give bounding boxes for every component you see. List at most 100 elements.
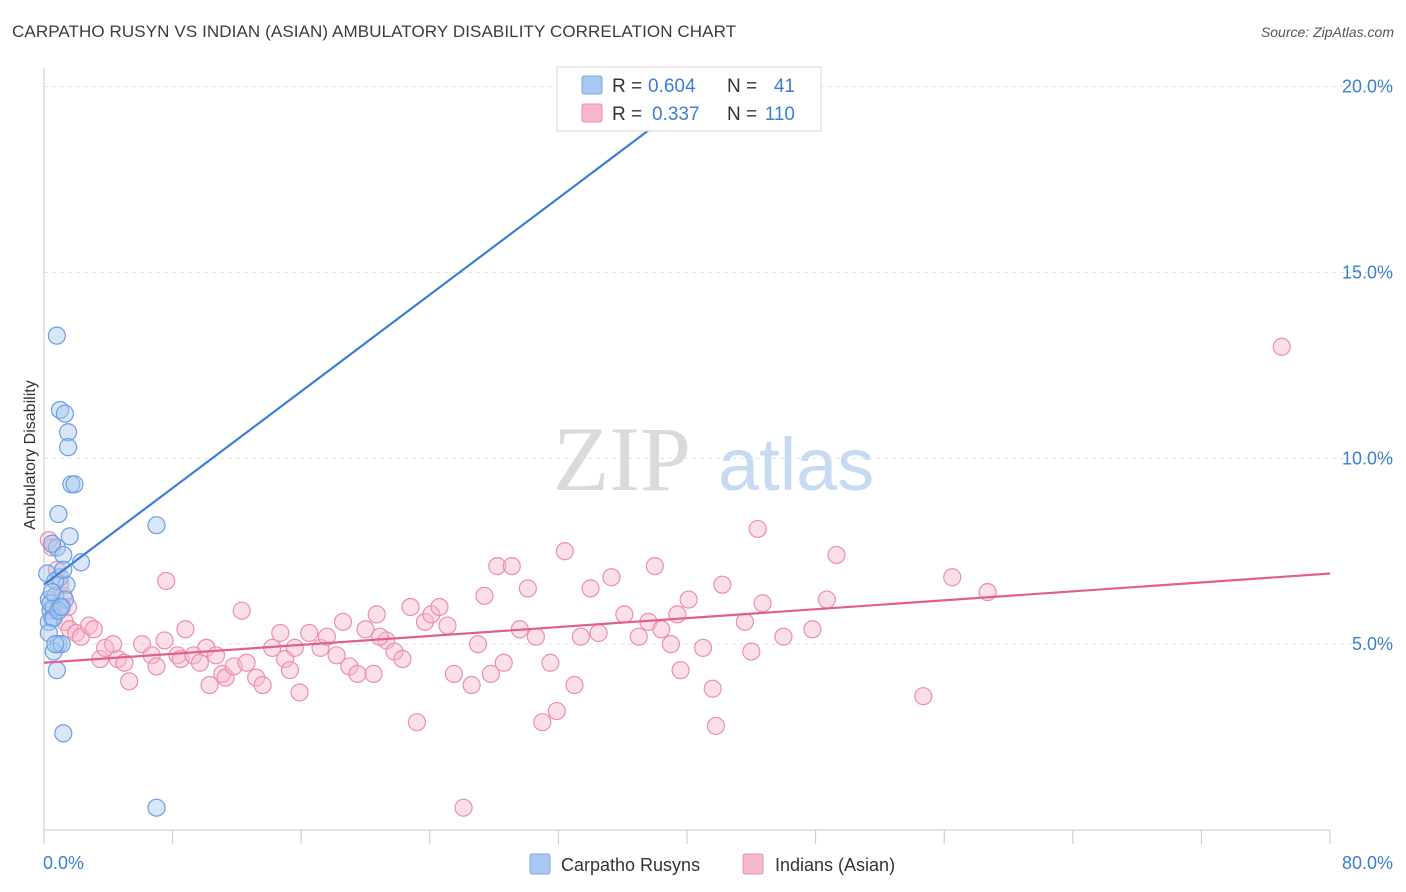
point-carpatho-rusyn — [42, 534, 62, 553]
point-indian-asian — [481, 664, 500, 683]
point-indian-asian — [803, 620, 822, 639]
point-indian-asian — [671, 661, 690, 680]
watermark-zip: ZIP — [553, 408, 691, 510]
correlation-legend: R = 0.604 N = 41 R = 0.337 N = 110 — [556, 66, 822, 132]
point-indian-asian — [526, 627, 545, 646]
point-indian-asian — [370, 627, 390, 646]
point-carpatho-rusyn — [52, 635, 71, 654]
legend-swatch-indian — [581, 103, 603, 123]
trend-lines — [43, 100, 1331, 664]
point-indian-asian — [679, 590, 698, 609]
point-indian-asian — [348, 664, 367, 683]
point-indian-asian — [914, 687, 933, 706]
point-carpatho-rusyn — [42, 583, 62, 602]
point-indian-asian — [571, 627, 591, 646]
point-indian-asian — [438, 616, 457, 635]
point-indian-asian — [430, 597, 449, 617]
data-points — [38, 88, 1291, 817]
y-tick-labels: 5.0% 10.0% 15.0% 20.0% — [1342, 77, 1393, 655]
point-indian-asian — [333, 612, 353, 631]
point-indian-asian — [356, 620, 375, 639]
point-indian-asian — [253, 675, 272, 695]
point-carpatho-rusyn — [147, 516, 166, 535]
point-carpatho-rusyn — [57, 575, 76, 594]
legend-label-carpatho-rusyns: Carpatho Rusyns — [561, 855, 700, 875]
point-indian-asian — [533, 713, 552, 732]
point-indian-asian — [407, 713, 427, 732]
point-indian-asian — [602, 568, 621, 587]
point-indian-asian — [367, 605, 386, 624]
x-tick-label-max: 80.0% — [1342, 853, 1393, 873]
y-tick-label: 15.0% — [1342, 262, 1393, 282]
point-indian-asian — [237, 653, 256, 672]
point-indian-asian — [157, 571, 176, 591]
point-indian-asian — [415, 612, 435, 631]
point-indian-asian — [147, 657, 166, 676]
point-carpatho-rusyn — [47, 326, 66, 345]
point-indian-asian — [317, 627, 337, 646]
legend-swatch-indians-asian — [742, 853, 764, 875]
point-carpatho-rusyn — [47, 661, 66, 680]
watermark-atlas: atlas — [718, 423, 874, 506]
point-indian-asian — [155, 631, 174, 650]
legend-n-value-rusyn: 41 — [774, 76, 795, 97]
y-tick-label: 20.0% — [1342, 77, 1393, 97]
point-indian-asian — [488, 556, 507, 576]
point-indian-asian — [454, 798, 473, 817]
point-indian-asian — [555, 542, 574, 561]
point-indian-asian — [581, 579, 600, 598]
point-indian-asian — [629, 627, 648, 646]
point-indian-asian — [652, 620, 671, 639]
point-indian-asian — [645, 556, 664, 576]
point-carpatho-rusyn — [59, 423, 78, 442]
grid-lines — [44, 86, 1392, 645]
point-carpatho-rusyn — [52, 597, 71, 617]
series-legend: Carpatho Rusyns Indians (Asian) — [529, 853, 895, 875]
point-indian-asian — [475, 586, 494, 605]
point-indian-asian — [748, 519, 767, 539]
point-indian-asian — [84, 620, 103, 639]
legend-r-label-indian: R = — [612, 104, 642, 125]
point-indian-asian — [693, 638, 713, 657]
point-indian-asian — [1272, 337, 1291, 356]
point-carpatho-rusyn — [60, 527, 79, 546]
point-carpatho-rusyn — [147, 798, 166, 817]
point-carpatho-rusyn — [39, 623, 58, 643]
point-indian-asian — [271, 623, 290, 643]
x-tick-label-min: 0.0% — [43, 853, 84, 873]
legend-n-label-rusyn: N = — [727, 76, 757, 97]
point-indian-asian — [502, 556, 521, 576]
axes — [43, 68, 1331, 844]
source-credit: Source: ZipAtlas.com — [1260, 24, 1394, 40]
point-indian-asian — [547, 701, 566, 721]
trend-line-carpatho-rusyns — [43, 100, 688, 586]
point-indian-asian — [703, 679, 722, 698]
point-indian-asian — [494, 653, 513, 672]
y-tick-label: 5.0% — [1352, 634, 1393, 654]
point-indian-asian — [827, 545, 846, 565]
point-carpatho-rusyn — [46, 635, 65, 654]
point-carpatho-rusyn — [55, 404, 74, 423]
point-indian-asian — [713, 575, 732, 594]
point-indian-asian — [290, 683, 309, 702]
point-indian-asian — [200, 675, 219, 695]
point-indian-asian — [462, 675, 481, 695]
point-indian-asian — [753, 594, 772, 613]
point-indian-asian — [661, 635, 681, 654]
point-indian-asian — [468, 635, 488, 654]
point-indian-asian — [518, 579, 537, 598]
point-indian-asian — [589, 623, 608, 643]
point-indian-asian — [541, 653, 560, 672]
point-indian-asian — [280, 661, 300, 680]
point-indian-asian — [668, 605, 687, 624]
point-indian-asian — [444, 664, 464, 683]
legend-n-label-indian: N = — [727, 104, 757, 125]
legend-r-label-rusyn: R = — [612, 76, 642, 97]
point-indian-asian — [615, 605, 634, 624]
legend-swatch-rusyn — [581, 75, 603, 95]
point-carpatho-rusyn — [54, 545, 73, 565]
chart-title: CARPATHO RUSYN VS INDIAN (ASIAN) AMBULAT… — [12, 22, 737, 41]
point-indian-asian — [176, 620, 195, 639]
point-indian-asian — [774, 627, 793, 646]
